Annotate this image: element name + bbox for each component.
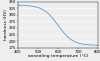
- X-axis label: annealing temperature (°C): annealing temperature (°C): [28, 54, 88, 58]
- Y-axis label: hardness (HV): hardness (HV): [4, 9, 8, 40]
